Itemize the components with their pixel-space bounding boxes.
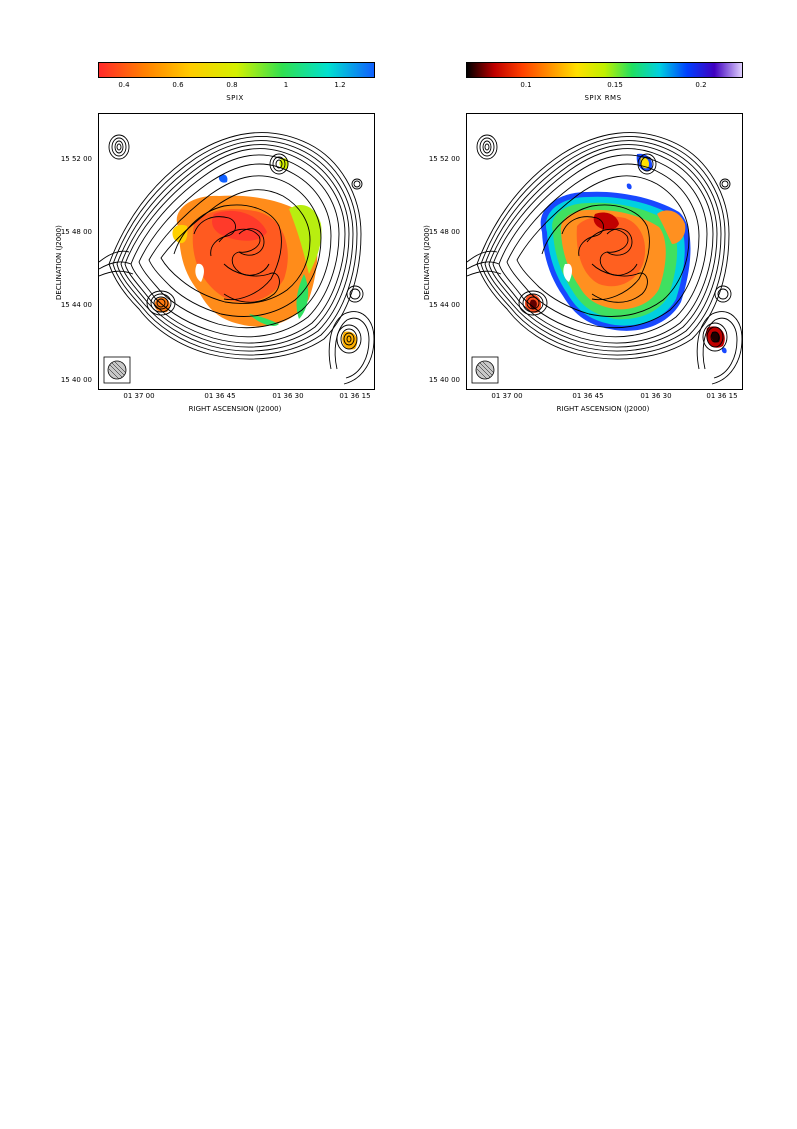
colorbar-tick: 0.15: [607, 81, 623, 89]
y-axis-title: DECLINATION (J2000): [55, 225, 63, 300]
colorbar-tick: 0.6: [172, 81, 184, 89]
ra-tick: 01 36 15: [706, 392, 738, 400]
dec-tick: 15 40 00: [428, 376, 460, 384]
ra-tick: 01 36 30: [272, 392, 304, 400]
spix-map: [98, 113, 375, 390]
colorbar-tick: 0.2: [695, 81, 707, 89]
ra-tick: 01 37 00: [123, 392, 155, 400]
spix-colorbar: [98, 62, 375, 78]
dec-tick: 15 40 00: [60, 376, 92, 384]
dec-tick: 15 52 00: [60, 155, 92, 163]
ra-tick: 01 37 00: [491, 392, 523, 400]
x-axis-title: RIGHT ASCENSION (J2000): [188, 405, 282, 413]
dec-tick: 15 44 00: [60, 301, 92, 309]
colorbar-tick: 0.4: [118, 81, 130, 89]
ra-tick: 01 36 15: [339, 392, 371, 400]
y-axis-title: DECLINATION (J2000): [423, 225, 431, 300]
colorbar-tick: 0.1: [520, 81, 532, 89]
colorbar-tick: 1: [283, 81, 289, 89]
dec-tick: 15 52 00: [428, 155, 460, 163]
spix-rms-colorbar: [466, 62, 743, 78]
dec-tick: 15 48 00: [60, 228, 92, 236]
ra-tick: 01 36 45: [572, 392, 604, 400]
x-axis-title: RIGHT ASCENSION (J2000): [556, 405, 650, 413]
ra-tick: 01 36 30: [640, 392, 672, 400]
ra-tick: 01 36 45: [204, 392, 236, 400]
colorbar-tick: 0.8: [226, 81, 238, 89]
spix-rms-map: [466, 113, 743, 390]
dec-tick: 15 48 00: [428, 228, 460, 236]
colorbar-title: SPIX RMS: [584, 94, 622, 102]
dec-tick: 15 44 00: [428, 301, 460, 309]
colorbar-title: SPIX: [226, 94, 244, 102]
colorbar-tick: 1.2: [334, 81, 346, 89]
